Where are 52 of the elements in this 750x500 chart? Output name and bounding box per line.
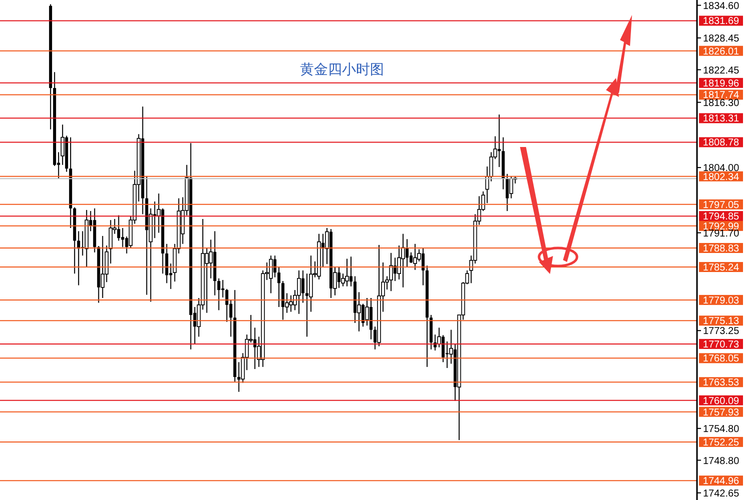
ref-line-label: 1813.31 (702, 114, 740, 125)
candlestick (446, 340, 449, 368)
ref-line-label: 1826.01 (702, 46, 740, 58)
ref-line-label: 1770.73 (702, 339, 740, 350)
candlestick (413, 243, 417, 270)
ref-line-label: 1819.96 (702, 78, 740, 90)
y-tick-label: 1804.00 (703, 163, 740, 174)
candlestick (277, 266, 280, 308)
ref-line-label: 1802.34 (702, 172, 740, 183)
ref-line-label: 1768.05 (702, 354, 740, 365)
candlestick (121, 227, 124, 248)
y-tick-label: 1773.25 (703, 326, 740, 338)
candlestick (273, 255, 276, 278)
ref-line-label: 1757.93 (702, 407, 740, 418)
y-tick-label: 1748.80 (703, 456, 740, 467)
ref-line-label: 1779.03 (702, 295, 740, 306)
candlestick (117, 214, 120, 242)
ref-line-label: 1785.24 (702, 262, 740, 274)
y-tick-label: 1828.45 (703, 33, 740, 44)
ref-line-label: 1752.25 (702, 437, 740, 448)
candlestick (165, 243, 168, 284)
candlestick (498, 114, 501, 168)
ref-line-label: 1808.78 (702, 138, 740, 149)
candlestick (217, 278, 220, 311)
candlestick (345, 258, 349, 287)
candlestick (204, 247, 209, 314)
candlestick (153, 200, 156, 239)
ref-line-label: 1797.05 (702, 200, 740, 211)
ref-line-label: 1744.96 (702, 476, 740, 488)
y-tick-label: 1754.80 (703, 424, 740, 435)
candlestick (389, 252, 393, 292)
ref-line-label: 1763.53 (702, 378, 740, 389)
y-tick-label: 1822.45 (703, 65, 740, 76)
y-tick-label: 1742.65 (703, 488, 740, 500)
candlestick (410, 252, 413, 264)
text: 黄金四小时图 (300, 61, 384, 79)
candlestick (221, 279, 224, 298)
y-tick-label: 1834.60 (703, 0, 740, 12)
ref-line-label: 1788.83 (702, 243, 740, 254)
candlestick (289, 294, 293, 312)
y-tick-label: 1791.70 (703, 228, 740, 240)
candlestick (401, 233, 405, 288)
ref-line-label: 1775.13 (702, 316, 740, 328)
candlestick (297, 270, 301, 314)
candlestick (225, 288, 228, 322)
y-tick-label: 1816.30 (703, 98, 740, 109)
candlestick (268, 255, 273, 294)
candlestick (301, 270, 304, 304)
ref-line-label: 1760.09 (702, 396, 740, 407)
candlestick (506, 173, 509, 212)
ref-line-label: 1794.85 (702, 212, 740, 223)
ref-line-label: 1831.69 (702, 16, 740, 28)
